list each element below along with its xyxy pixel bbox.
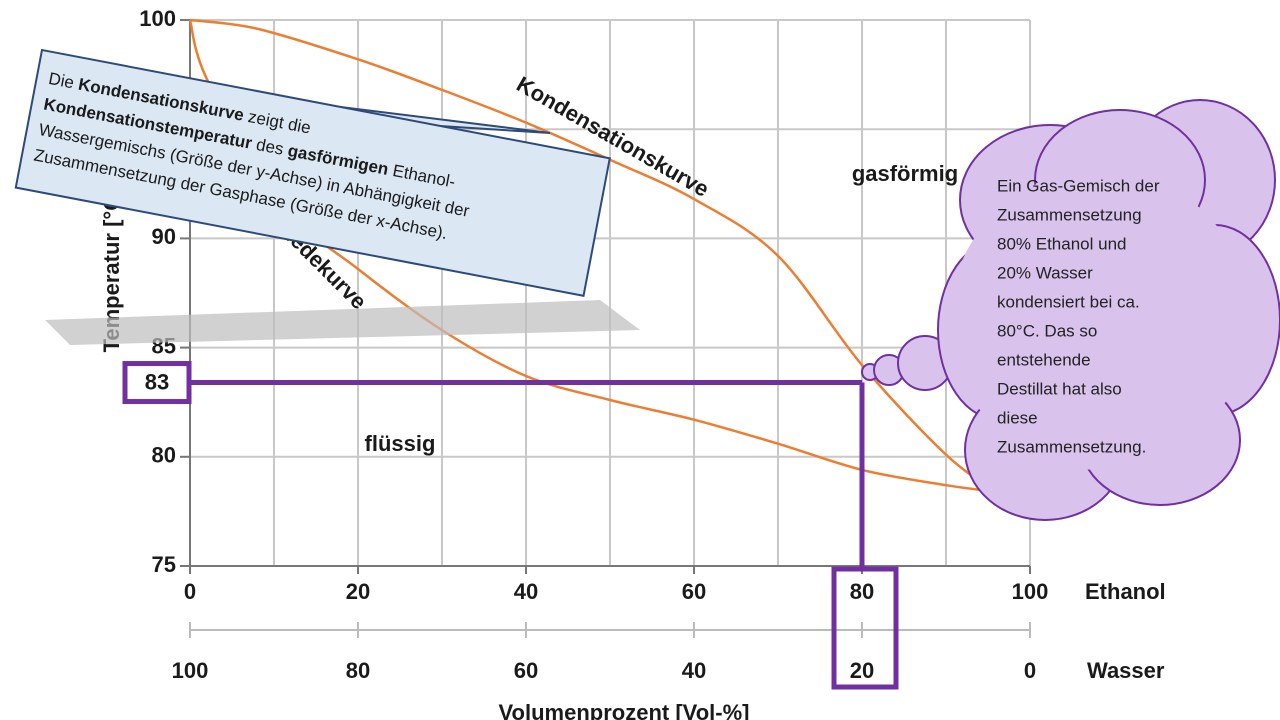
- bubble-text: 80% Ethanol und: [997, 234, 1127, 253]
- info-box-frame: [14, 48, 611, 297]
- highlight-box: [831, 566, 899, 690]
- x2-tick-label: 40: [682, 658, 706, 683]
- bubble-text: Zusammensetzung: [997, 205, 1142, 224]
- curve: [189, 18, 998, 493]
- y-tick-label: 75: [152, 552, 176, 577]
- bubble-text: entstehende: [997, 350, 1091, 369]
- y-tick-label: 90: [152, 224, 176, 249]
- y-tick-label: 100: [139, 6, 176, 31]
- x-axis-name: Ethanol: [1085, 579, 1166, 604]
- bubble-text: kondensiert bei ca.: [997, 292, 1140, 311]
- x-axis-label: Volumenprozent [Vol-%]: [499, 700, 750, 720]
- highlight: 83: [122, 361, 899, 690]
- x2-tick-label: 100: [172, 658, 209, 683]
- x2-axis-name: Wasser: [1087, 658, 1165, 683]
- highlight-box: [122, 361, 192, 405]
- info-box: Die Kondensationskurve zeigt dieKondensa…: [14, 48, 611, 297]
- bubble-text: 80°C. Das so: [997, 321, 1097, 340]
- x-tick-label: 60: [682, 579, 706, 604]
- region-label: gasförmig: [852, 161, 958, 186]
- x2-tick-label: 20: [850, 658, 874, 683]
- cloud-body: [950, 170, 1250, 470]
- x-tick-label: 20: [346, 579, 370, 604]
- bubble-text: 20% Wasser: [997, 263, 1093, 282]
- region-label: flüssig: [365, 431, 436, 456]
- bubble-text: Zusammensetzung.: [997, 437, 1146, 456]
- thought-bubble: Ein Gas-Gemisch der Zusammensetzung 80% Et…: [861, 99, 1280, 521]
- x2-tick-label: 80: [346, 658, 370, 683]
- x-tick-label: 0: [184, 579, 196, 604]
- x2-tick-label: 60: [514, 658, 538, 683]
- bubble-text: Ein Gas-Gemisch der: [997, 176, 1160, 195]
- bubble-text: diese: [997, 408, 1038, 427]
- box-shadow: [45, 300, 640, 345]
- x-tick-label: 80: [850, 579, 874, 604]
- bubble-text: Destillat hat also: [997, 379, 1122, 398]
- highlight-label: 83: [145, 369, 169, 394]
- x-tick-label: 100: [1012, 579, 1049, 604]
- x2-tick-label: 0: [1024, 658, 1036, 683]
- y-tick-label: 80: [152, 443, 176, 468]
- x-tick-label: 40: [514, 579, 538, 604]
